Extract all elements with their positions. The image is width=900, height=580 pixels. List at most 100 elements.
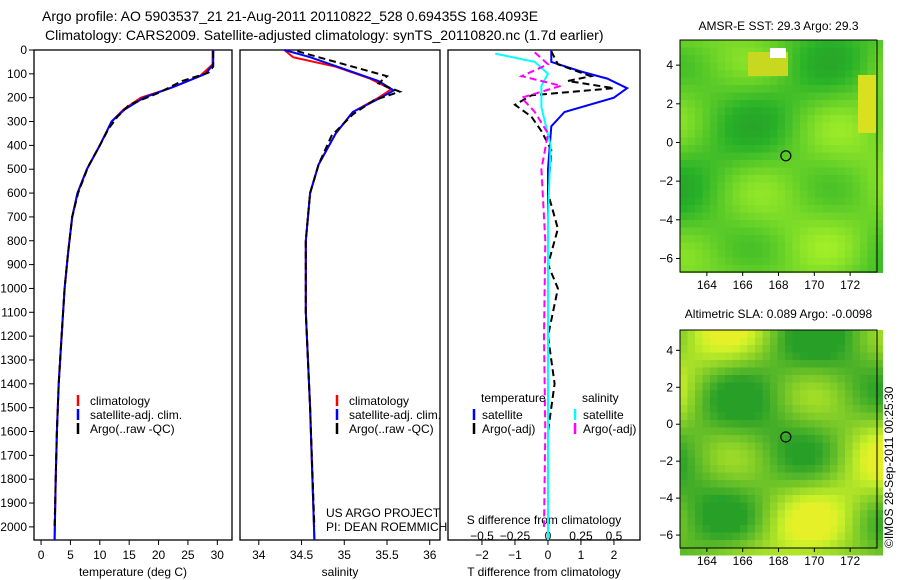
map-cell (785, 47, 793, 56)
map-cell (725, 160, 733, 168)
map-cell (680, 197, 688, 206)
map-cell (725, 450, 733, 458)
map-cell (830, 85, 838, 93)
map-cell (680, 540, 688, 548)
map-cell (822, 465, 831, 473)
map-cell (755, 92, 763, 101)
map-cell (777, 525, 786, 533)
map-cell (777, 420, 786, 428)
map-cell (777, 115, 786, 123)
map-cell (875, 62, 883, 71)
map-cell (732, 337, 741, 346)
map-cell (740, 70, 748, 78)
map-cell (815, 480, 823, 488)
map-cell (710, 345, 718, 353)
map-cell (725, 47, 733, 56)
map-cell (777, 457, 786, 466)
x-tick-label: 10 (93, 548, 107, 562)
map-cell (837, 540, 846, 548)
map-cell (830, 510, 838, 518)
map-cell (695, 532, 703, 541)
map-cell (702, 360, 711, 368)
map-cell (747, 145, 756, 153)
map-cell (830, 532, 838, 541)
map-cell (852, 337, 861, 346)
map-cell (785, 167, 793, 176)
map-cell (822, 152, 831, 161)
map-cell (800, 137, 808, 146)
map-cell (845, 205, 853, 213)
map-cell (740, 265, 748, 273)
map-cell (830, 92, 838, 101)
map-cell (770, 257, 778, 266)
map-cell (755, 532, 763, 541)
map-cell (830, 337, 838, 346)
map-cell (717, 77, 726, 86)
map-cell (777, 367, 786, 376)
map-cell (830, 47, 838, 56)
map-cell (785, 397, 793, 406)
map-cell (822, 502, 831, 511)
map-cell (845, 345, 853, 353)
map-cell (680, 130, 688, 138)
map-cell (695, 77, 703, 86)
map-cell (852, 532, 861, 541)
map-cell (755, 457, 763, 466)
map-cell (822, 197, 831, 206)
map-cell (830, 122, 838, 131)
map-cell (845, 412, 853, 421)
map-cell (680, 145, 688, 153)
map-cell (725, 70, 733, 78)
map-cell (837, 160, 846, 168)
map-cell (695, 130, 703, 138)
map-cell (680, 227, 688, 236)
map-cell (852, 435, 861, 443)
map-cell (822, 330, 831, 338)
map-cell (762, 427, 771, 436)
map-cell (800, 465, 808, 473)
title-line2: Climatology: CARS2009. Satellite-adjuste… (45, 27, 604, 43)
map-cell (732, 442, 741, 451)
map-cell (717, 472, 726, 481)
map-cell (695, 70, 703, 78)
map-cell (875, 442, 883, 451)
map-cell (710, 405, 718, 413)
map-cell (695, 487, 703, 496)
map-cell (837, 40, 846, 48)
map-cell (800, 175, 808, 183)
map-cell (792, 62, 801, 71)
map-cell (830, 40, 838, 48)
map-cell (725, 130, 733, 138)
map-cell (747, 547, 756, 556)
map-cell (792, 100, 801, 108)
map-cell (800, 190, 808, 198)
map-cell (845, 337, 853, 346)
map-cell (830, 427, 838, 436)
x-tick-label: 166 (733, 278, 753, 292)
map-cell (800, 167, 808, 176)
map-cell (710, 517, 718, 526)
map-cell (702, 77, 711, 86)
map-cell (860, 375, 868, 383)
map-cell (822, 257, 831, 266)
map-cell (837, 465, 846, 473)
map-cell (695, 265, 703, 273)
map-cell (687, 517, 696, 526)
map-cell (860, 250, 868, 258)
s-tick-label: 0.25 (569, 529, 593, 543)
map-cell (875, 85, 883, 93)
map-cell (762, 360, 771, 368)
y-tick-label: 0 (666, 135, 673, 149)
map-cell (687, 412, 696, 421)
map-cell (687, 107, 696, 116)
map-cell (800, 115, 808, 123)
map-cell (800, 375, 808, 383)
map-cell (852, 47, 861, 56)
map-cell (710, 62, 718, 71)
map-cell (845, 495, 853, 503)
map-cell (867, 540, 876, 548)
map-cell (755, 360, 763, 368)
map-cell (875, 212, 883, 221)
y-tick-label: −4 (659, 491, 673, 505)
y-tick-label: 1700 (0, 448, 27, 462)
